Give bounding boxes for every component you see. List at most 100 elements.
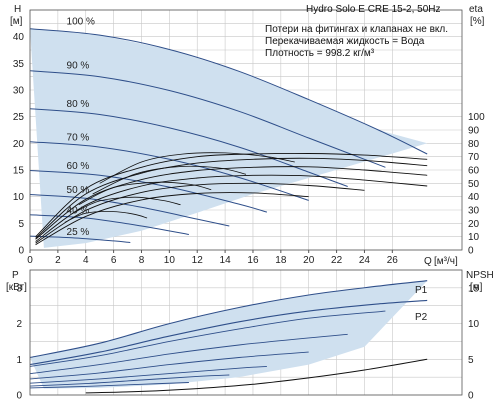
eta-tick-label: 50 xyxy=(468,179,480,190)
speed-curve xyxy=(29,28,428,155)
speed-label: 100 % xyxy=(67,17,95,28)
note-line-3: Плотность = 998.2 кг/м³ xyxy=(265,48,375,59)
head-tick-label: 25 xyxy=(13,112,25,123)
head-operating-area xyxy=(30,28,428,248)
power-envelope xyxy=(30,280,428,389)
speed-label: 50 % xyxy=(67,185,90,196)
note-line-2: Перекачиваемая жидкость = Вода xyxy=(265,36,425,47)
power-tick-label: 1 xyxy=(16,355,22,366)
head-speed-curves xyxy=(29,28,428,243)
efficiency-arc xyxy=(99,152,295,184)
efficiency-curve xyxy=(35,182,365,244)
speed-curve xyxy=(29,141,309,201)
npsh-axis-unit: [м] xyxy=(470,282,483,293)
head-tick-label: 0 xyxy=(18,246,24,257)
flow-tick-label: 2 xyxy=(55,255,61,266)
npsh-tick-label: 5 xyxy=(468,355,474,366)
series-label-p1: P1 xyxy=(415,285,428,296)
chart-title: Hydro Solo E CRE 15-2, 50Hz xyxy=(306,4,441,15)
npsh-curve xyxy=(85,358,428,394)
efficiency-arc xyxy=(78,181,212,206)
efficiency-arc xyxy=(64,211,148,223)
efficiency-curve xyxy=(35,157,428,239)
flow-tick-label: 16 xyxy=(247,255,259,266)
flow-tick-label: 10 xyxy=(164,255,176,266)
power-series-curve xyxy=(29,299,428,366)
power-speed-curve xyxy=(29,333,348,375)
eta-tick-label: 40 xyxy=(468,192,480,203)
flow-tick-label: 20 xyxy=(303,255,315,266)
speed-label: 60 % xyxy=(67,161,90,172)
flow-tick-label: 24 xyxy=(359,255,371,266)
efficiency-curve xyxy=(35,192,309,246)
npsh-tick-label: 0 xyxy=(468,391,474,400)
efficiency-curves xyxy=(35,152,428,246)
power-speed-curve xyxy=(29,351,309,380)
eta-tick-label: 30 xyxy=(468,206,480,217)
npsh-axis-label: NPSH xyxy=(466,270,494,281)
head-tick-label: 40 xyxy=(13,32,25,43)
speed-curve xyxy=(29,214,189,235)
head-tick-label: 10 xyxy=(13,192,25,203)
flow-tick-label: 18 xyxy=(275,255,287,266)
power-series-curve xyxy=(29,280,428,359)
flow-tick-label: 26 xyxy=(387,255,399,266)
eta-tick-label: 0 xyxy=(468,246,474,257)
head-tick-label: 30 xyxy=(13,86,25,97)
speed-label: 70 % xyxy=(67,132,90,143)
flow-axis-unit: [м³/ч] xyxy=(434,256,458,267)
note-line-1: Потери на фитингах и клапанах не вкл. xyxy=(265,23,448,35)
efficiency-arc xyxy=(92,165,247,195)
speed-label: 40 % xyxy=(67,205,90,216)
efficiency-arc xyxy=(71,196,181,215)
flow-tick-label: 0 xyxy=(27,255,33,266)
flow-tick-label: 6 xyxy=(111,255,117,266)
head-tick-label: 15 xyxy=(13,166,25,177)
speed-label: 90 % xyxy=(67,60,90,71)
eta-tick-label: 20 xyxy=(468,219,480,230)
eta-tick-label: 100 xyxy=(468,112,485,123)
power-axes: 0 1 2 3 0 5 10 15 xyxy=(16,269,480,400)
head-labels: 100 % 90 % 80 % 70 % 60 % 50 % 40 % 25 % xyxy=(67,17,95,238)
head-plot-frame xyxy=(29,9,463,251)
efficiency-curve xyxy=(35,174,428,242)
power-operating-area xyxy=(30,280,428,389)
head-axis-unit: [м] xyxy=(10,16,23,27)
npsh-tick-label: 10 xyxy=(468,319,480,330)
npsh-tick-label: 15 xyxy=(468,283,480,294)
head-axis-label: H xyxy=(14,4,21,15)
speed-curve xyxy=(29,170,268,213)
flow-tick-label: 22 xyxy=(331,255,343,266)
speed-curve xyxy=(29,194,230,227)
power-tick-label: 0 xyxy=(16,391,22,400)
power-speed-curve xyxy=(29,310,386,367)
power-speed-curve xyxy=(29,382,189,389)
speed-curve xyxy=(29,108,348,187)
eta-tick-label: 10 xyxy=(468,232,480,243)
flow-tick-label: 12 xyxy=(192,255,204,266)
eta-tick-label: 70 xyxy=(468,152,480,163)
power-speed-curve xyxy=(29,365,267,384)
power-tick-label: 3 xyxy=(16,283,22,294)
flow-tick-label: 14 xyxy=(220,255,232,266)
eta-tick-label: 90 xyxy=(468,126,480,137)
power-axis-label: P xyxy=(12,270,19,281)
power-tick-label: 2 xyxy=(16,319,22,330)
eta-tick-label: 80 xyxy=(468,139,480,150)
speed-label: 80 % xyxy=(67,99,90,110)
flow-tick-label: 8 xyxy=(139,255,145,266)
eta-axis-label: eta xyxy=(469,4,483,15)
eta-axis-unit: [%] xyxy=(470,16,485,27)
head-envelope xyxy=(30,28,428,248)
head-tick-label: 20 xyxy=(13,139,25,150)
head-tick-label: 35 xyxy=(13,59,25,70)
efficiency-curve xyxy=(35,152,428,238)
power-speed-curve xyxy=(29,374,230,387)
speed-label: 25 % xyxy=(67,227,90,238)
head-axes: 0 2 4 6 8 10 12 14 16 18 20 22 24 2605101520253035400… xyxy=(13,9,485,266)
series-label-p2: P2 xyxy=(415,312,428,323)
head-tick-label: 5 xyxy=(18,219,24,230)
flow-axis-label: Q xyxy=(424,256,432,267)
speed-curve xyxy=(29,70,386,168)
